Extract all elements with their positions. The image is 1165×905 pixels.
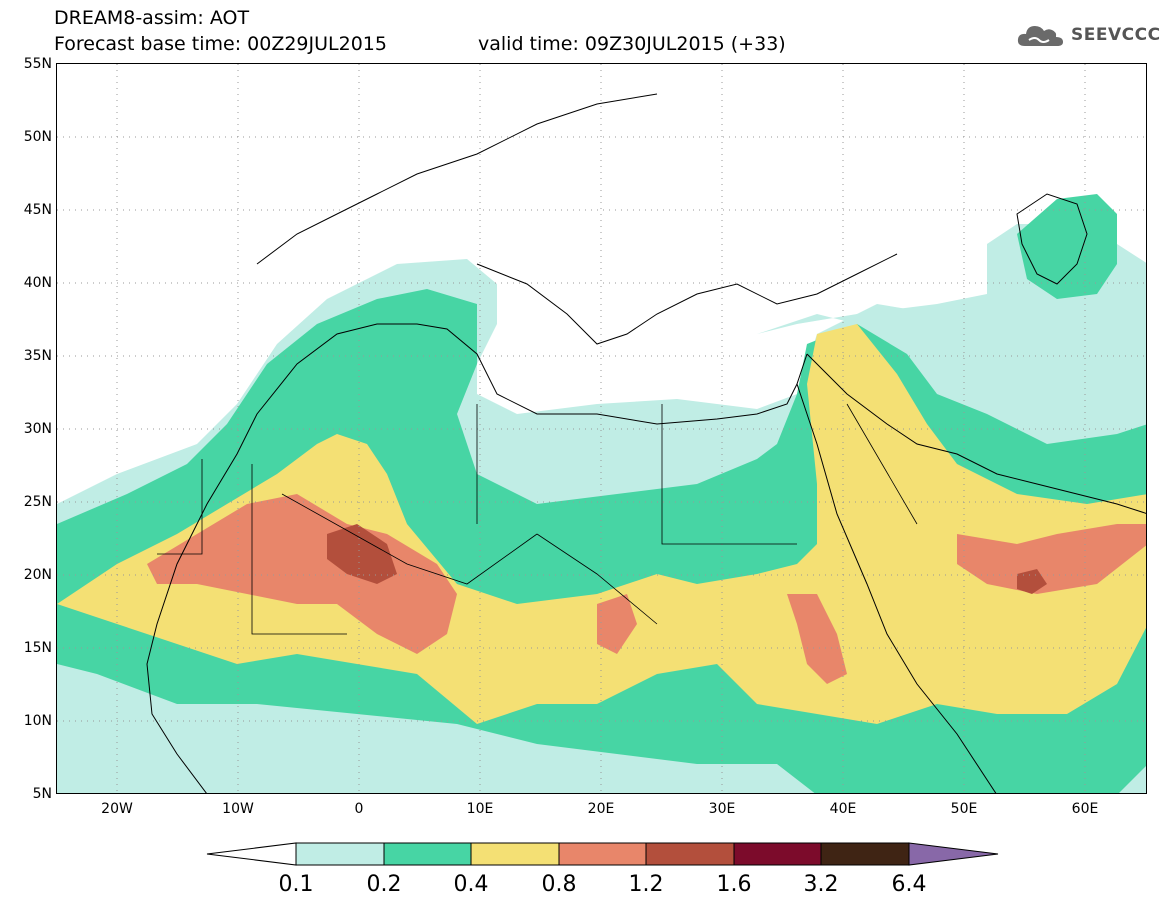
colorbar-bin-1.2 — [645, 842, 735, 866]
colorbar-label-0.8: 0.8 — [541, 872, 577, 897]
colorbar-label-0.4: 0.4 — [453, 872, 489, 897]
aot-contour-map — [57, 64, 1146, 793]
valid-time: valid time: 09Z30JUL2015 (+33) — [478, 33, 786, 55]
lon-label-10W: 10W — [222, 801, 254, 817]
lon-label-20W: 20W — [101, 801, 133, 817]
colorbar-lower-triangle — [206, 842, 297, 866]
colorbar-label-0.2: 0.2 — [366, 872, 402, 897]
lat-label-50N: 50N — [23, 129, 52, 145]
aot-band-1.2 — [327, 524, 397, 584]
colorbar-bin-0.2 — [383, 842, 472, 866]
aot-band-0.8-chad — [597, 594, 637, 654]
colorbar-label-6.4: 6.4 — [891, 872, 927, 897]
logo: SEEVCCC — [1017, 22, 1161, 48]
lat-label-10N: 10N — [23, 713, 52, 729]
colorbar-bin-0.8 — [558, 842, 647, 866]
lat-label-15N: 15N — [23, 640, 52, 656]
colorbar-upper-triangle — [908, 842, 999, 866]
lon-label-30E: 30E — [708, 801, 736, 817]
lon-label-10E: 10E — [466, 801, 494, 817]
colorbar-label-1.6: 1.6 — [716, 872, 752, 897]
lon-label-40E: 40E — [829, 801, 857, 817]
title-line-1: DREAM8-assim: AOT — [54, 7, 250, 29]
coastlines — [146, 93, 1146, 793]
aot-band-1.2-oman — [1017, 569, 1047, 594]
borders — [157, 403, 918, 635]
lon-label-0: 0 — [354, 801, 364, 817]
cloud-icon — [1017, 26, 1063, 46]
logo-text: SEEVCCC — [1071, 25, 1161, 45]
lon-label-60E: 60E — [1071, 801, 1099, 817]
aot-band-0.4 — [57, 324, 1146, 724]
lat-label-40N: 40N — [23, 275, 52, 291]
lat-label-45N: 45N — [23, 202, 52, 218]
colorbar-bin-0.1 — [295, 842, 385, 866]
colorbar-label-0.1: 0.1 — [278, 872, 314, 897]
lat-label-30N: 30N — [23, 421, 52, 437]
map-area — [56, 63, 1147, 794]
lat-label-25N: 25N — [23, 494, 52, 510]
title-line-2: Forecast base time: 00Z29JUL2015 — [54, 33, 387, 55]
aot-band-0.8-sahara — [147, 494, 457, 654]
colorbar-bin-0.4 — [470, 842, 560, 866]
lat-label-55N: 55N — [23, 56, 52, 72]
colorbar-label-1.2: 1.2 — [628, 872, 664, 897]
lat-label-20N: 20N — [23, 567, 52, 583]
aot-band-0.8-ethiopia — [787, 594, 847, 684]
aot-band-0.2-caspian — [1017, 194, 1117, 299]
lon-label-20E: 20E — [587, 801, 615, 817]
colorbar-label-3.2: 3.2 — [803, 872, 839, 897]
lon-label-50E: 50E — [950, 801, 978, 817]
colorbar-bin-1.6 — [733, 842, 822, 866]
aot-band-0.8-arabia — [957, 524, 1146, 594]
colorbar-bin-3.2 — [820, 842, 910, 866]
colorbar — [206, 842, 999, 866]
lat-label-35N: 35N — [23, 348, 52, 364]
lat-label-5N: 5N — [32, 786, 52, 802]
